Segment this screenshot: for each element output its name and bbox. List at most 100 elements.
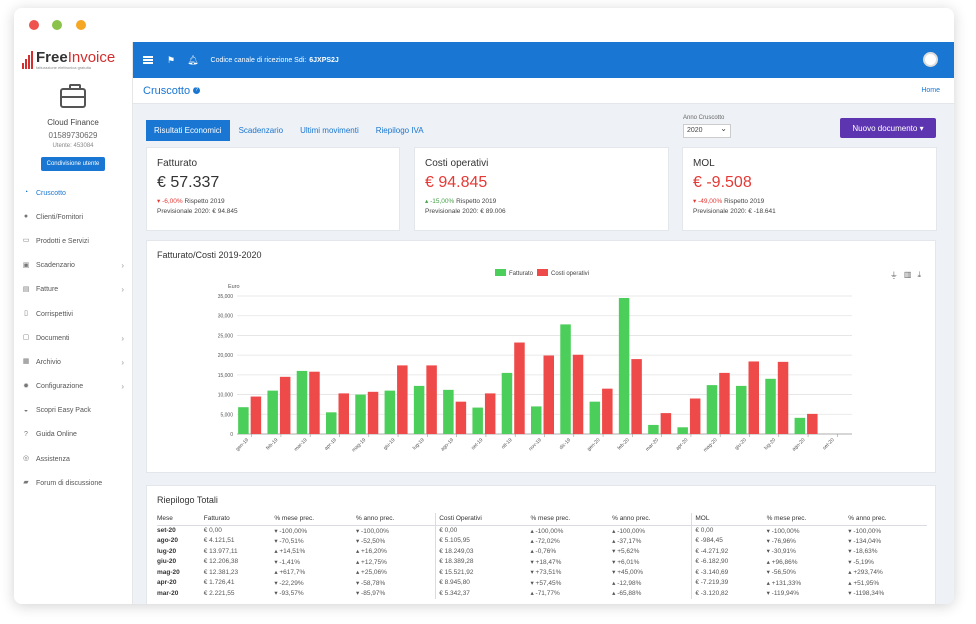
table-cell-value: -85,97% <box>361 590 386 598</box>
hamburger-menu-icon[interactable] <box>143 56 153 64</box>
tab-ultimi-movimenti[interactable]: Ultimi movimenti <box>300 126 359 135</box>
close-window-button[interactable] <box>29 20 39 30</box>
kpi-forecast-value: € -18.641 <box>748 208 776 215</box>
download-icon[interactable]: ⤓ <box>917 270 921 279</box>
sidebar-item-archivio[interactable]: ▦ Archivio › <box>14 350 132 374</box>
totals-header-cell: Fatturato <box>203 513 275 526</box>
bar-fatturato-dic-19 <box>560 324 571 434</box>
line-chart-icon[interactable]: ⏚ <box>889 271 898 280</box>
share-user-button[interactable]: Condivisione utente <box>40 157 106 171</box>
legend-swatch-fatturato <box>495 269 506 276</box>
table-cell-value: -0,76% <box>535 548 557 556</box>
table-cell-value: -65,88% <box>617 590 642 598</box>
totals-header-cell: Mese <box>157 513 204 526</box>
top-bar: ⚑ 🔔︎ Codice canale di ricezione Sdi: 6JX… <box>133 42 954 78</box>
y-tick-label: 30,000 <box>218 314 234 320</box>
chevron-right-icon: › <box>121 285 124 295</box>
table-cell-pct: ▴ -72,02% <box>530 536 612 547</box>
bar-fatturato-ago-20 <box>794 417 806 434</box>
tab-risultati-economici[interactable]: Risultati Economici <box>146 120 230 141</box>
bar-costi-giu-19 <box>397 365 408 434</box>
breadcrumb-home[interactable]: Home <box>921 87 940 94</box>
table-row: mar-20 € 2.221,55 ▾ -93,57% ▾ -85,97% € 5.34… <box>157 588 927 599</box>
sdi-code-label: Codice canale di ricezione Sdi: <box>210 56 307 64</box>
user-avatar[interactable] <box>923 52 938 67</box>
table-cell-value: +617,7% <box>279 569 306 577</box>
table-cell-pct: ▾ -100,00% <box>848 525 927 536</box>
arrow-down-icon: ▾ <box>355 579 360 587</box>
sidebar-item-clienti-fornitori[interactable]: ● Clienti/Fornitori <box>14 205 132 229</box>
totals-title: Riepilogo Totali <box>157 495 218 505</box>
table-cell: € 15.521,92 <box>435 567 531 578</box>
table-row: lug-20 € 13.977,11 ▴ +14,51% ▴ +16,20% € 18.… <box>157 546 927 557</box>
table-cell-value: +45,00% <box>617 569 644 577</box>
sidebar-item-configurazione[interactable]: ✹ Configurazione › <box>14 375 132 399</box>
sidebar-item-label: Scadenzario <box>36 262 75 270</box>
sidebar-item-prodotti-e-servizi[interactable]: ▭ Prodotti e Servizi <box>14 229 132 253</box>
company-vat: 01589730629 <box>48 131 98 140</box>
year-select[interactable]: 2020 <box>683 123 731 138</box>
kpi-title: MOL <box>693 158 715 169</box>
table-cell-value: +5,62% <box>617 548 640 556</box>
table-cell-value: +25,06% <box>361 569 387 577</box>
table-cell: mar-20 <box>157 589 179 597</box>
arrow-down-icon: ▾ <box>848 548 852 556</box>
sidebar-item-forum-di-discussione[interactable]: ▰ Forum di discussione <box>14 471 132 495</box>
y-tick-label: 25,000 <box>218 333 234 339</box>
table-cell-pct: ▴ +16,20% <box>356 546 436 557</box>
sidebar-item-assistenza[interactable]: ◎ Assistenza <box>14 447 132 471</box>
x-tick-label: ott-19 <box>500 437 513 450</box>
receipt-icon: ▯ <box>24 310 28 318</box>
bar-fatturato-mar-19 <box>296 370 308 434</box>
flag-icon[interactable]: ⚑ <box>167 54 176 65</box>
x-tick-label: feb-20 <box>616 437 630 451</box>
help-icon[interactable]: ? <box>193 87 201 94</box>
x-tick-label: gen-19 <box>235 437 250 452</box>
sidebar-item-scopri-easy-pack[interactable]: ◒ Scopri Easy Pack <box>14 399 132 423</box>
table-cell: € 0,00 <box>203 527 222 534</box>
arrow-up-icon: ▴ <box>274 569 278 577</box>
table-cell-value: -30,91% <box>771 548 796 556</box>
revenue-cost-chart-card: Fatturato/Costi 2019-2020 ⏚ ▥ ⤓ Euro 0 5,0… <box>146 240 936 473</box>
table-cell: € -3.120,82 <box>691 588 767 599</box>
arrow-up-icon: ▴ <box>355 548 360 556</box>
bar-costi-feb-20 <box>631 359 642 434</box>
table-cell-value: +51,95% <box>853 579 880 587</box>
bar-fatturato-gen-19 <box>238 407 249 434</box>
sidebar-item-cruscotto[interactable]: ◔ Cruscotto <box>14 181 132 205</box>
table-cell-value: -134,04% <box>853 537 882 545</box>
sidebar-item-documenti[interactable]: ▢ Documenti › <box>14 326 132 350</box>
minimize-window-button[interactable] <box>52 20 62 30</box>
table-cell-value: -100,00% <box>279 527 308 535</box>
bar-fatturato-mag-19 <box>355 394 366 434</box>
briefcase-icon <box>60 84 86 108</box>
bell-icon[interactable]: 🔔︎ <box>187 54 199 65</box>
y-tick-label: 20,000 <box>218 353 234 359</box>
new-document-button[interactable]: Nuovo documento ▾ <box>840 118 936 138</box>
sidebar-item-label: Clienti/Fornitori <box>36 213 84 221</box>
x-tick-label: giu-20 <box>734 437 748 451</box>
arrow-up-icon: ▴ <box>355 569 360 577</box>
x-tick-label: mag-20 <box>702 437 718 453</box>
app-logo[interactable]: FreeInvoice fatturazione elettronica gra… <box>14 42 132 78</box>
table-cell-value: -22,29% <box>279 579 304 587</box>
table-cell: € 18.389,28 <box>435 556 531 567</box>
table-cell-pct: ▴ +12,75% <box>356 557 436 568</box>
tab-riepilogo-iva[interactable]: Riepilogo IVA <box>375 126 424 135</box>
sidebar-item-corrispettivi[interactable]: ▯ Corrispettivi <box>14 302 132 326</box>
company-panel: Cloud Finance 01589730629 Utente: 453084… <box>14 78 132 171</box>
tab-scadenzario[interactable]: Scadenzario <box>238 126 284 135</box>
question-icon: ? <box>24 430 28 438</box>
sidebar-item-fatture[interactable]: ▤ Fatture › <box>14 278 132 302</box>
arrow-down-icon: ▾ <box>274 537 278 545</box>
table-cell-value: -12,98% <box>617 579 642 587</box>
sidebar-item-guida-online[interactable]: ? Guida Online <box>14 423 132 447</box>
bar-chart-icon[interactable]: ▥ <box>903 270 912 279</box>
x-tick-label: mar-20 <box>645 437 661 453</box>
bar-costi-set-19 <box>484 393 496 434</box>
chevron-right-icon: › <box>121 357 124 367</box>
sidebar-item-scadenzario[interactable]: ▣ Scadenzario › <box>14 254 132 278</box>
table-cell-pct: ▾ -58,78% <box>356 578 436 589</box>
maximize-window-button[interactable] <box>76 20 86 30</box>
arrow-up-icon: ▴ <box>530 548 534 556</box>
